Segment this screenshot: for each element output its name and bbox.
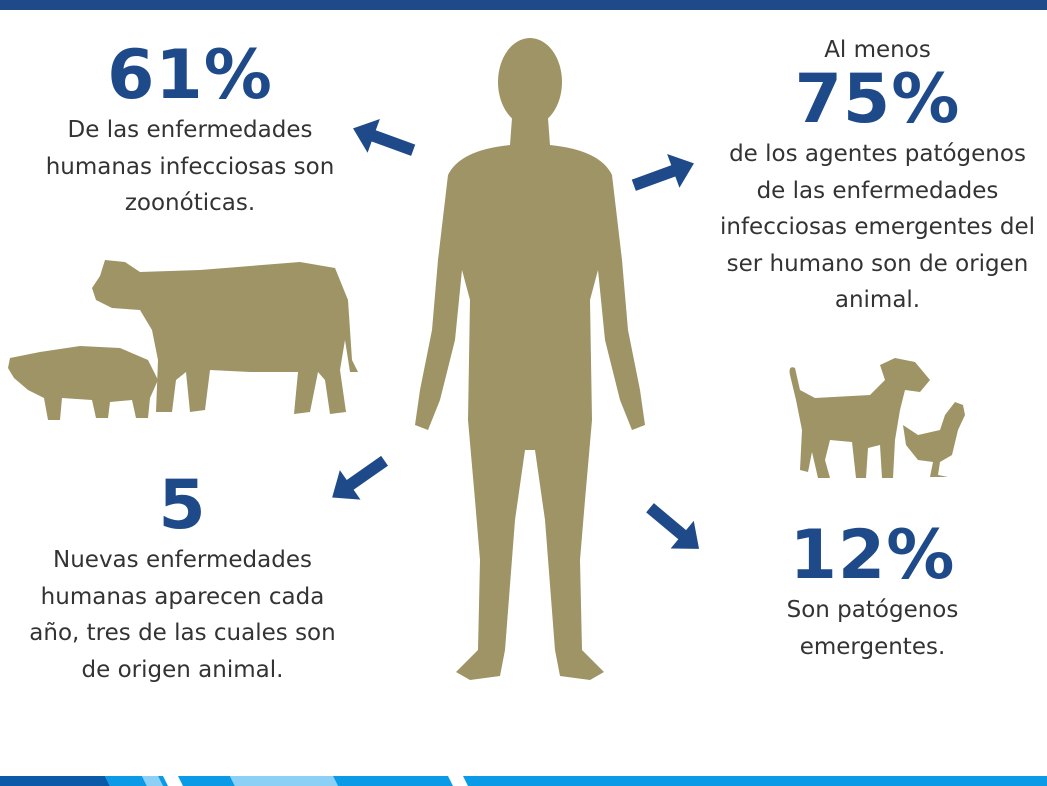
stat-text: animal. bbox=[834, 287, 921, 313]
arrow-icon bbox=[332, 455, 389, 500]
stat-text: infecciosas emergentes del bbox=[719, 214, 1036, 240]
stat-text: humanas aparecen cada bbox=[40, 583, 325, 610]
stat-value: 61% bbox=[107, 36, 273, 115]
stat-text: de origen animal. bbox=[81, 656, 284, 683]
stat-text: zoonóticas. bbox=[124, 190, 256, 216]
pig-icon bbox=[8, 346, 158, 420]
stat-text: humanas infecciosas son bbox=[45, 153, 335, 180]
human-silhouette-icon bbox=[415, 38, 645, 680]
stat-text: Nuevas enfermedades bbox=[53, 547, 312, 573]
arrow-icon bbox=[646, 503, 700, 549]
top-bar bbox=[0, 0, 1047, 10]
stat-zoonotic: 61% De las enfermedades humanas infeccio… bbox=[20, 42, 360, 222]
arrow-icon bbox=[631, 153, 694, 191]
stat-text: De las enfermedades bbox=[67, 117, 313, 143]
goat-icon bbox=[789, 358, 930, 478]
stat-text: año, tres de las cuales son bbox=[29, 620, 336, 646]
stat-text: de los agentes patógenos bbox=[729, 141, 1026, 167]
stat-emerging-pathogens: Al menos 75% de los agentes patógenos de… bbox=[705, 34, 1047, 319]
bottom-stripes bbox=[0, 776, 1047, 786]
stat-emerging: 12% Son patógenos emergentes. bbox=[730, 522, 1015, 665]
stat-text: ser humano son de origen bbox=[726, 250, 1029, 277]
chicken-icon bbox=[903, 402, 965, 477]
stat-text: de las enfermedades bbox=[756, 177, 999, 204]
stat-value: 5 bbox=[158, 466, 207, 545]
stat-prefix: Al menos bbox=[824, 37, 931, 63]
stat-text: Son patógenos bbox=[786, 597, 959, 623]
arrows bbox=[332, 118, 700, 549]
arrow-icon bbox=[353, 118, 416, 156]
stat-value: 12% bbox=[789, 516, 956, 595]
stat-new-diseases: 5 Nuevas enfermedades humanas aparecen c… bbox=[15, 472, 350, 688]
stat-text: emergentes. bbox=[799, 633, 946, 660]
stat-value: 75% bbox=[794, 60, 961, 139]
cow-icon bbox=[92, 260, 358, 414]
